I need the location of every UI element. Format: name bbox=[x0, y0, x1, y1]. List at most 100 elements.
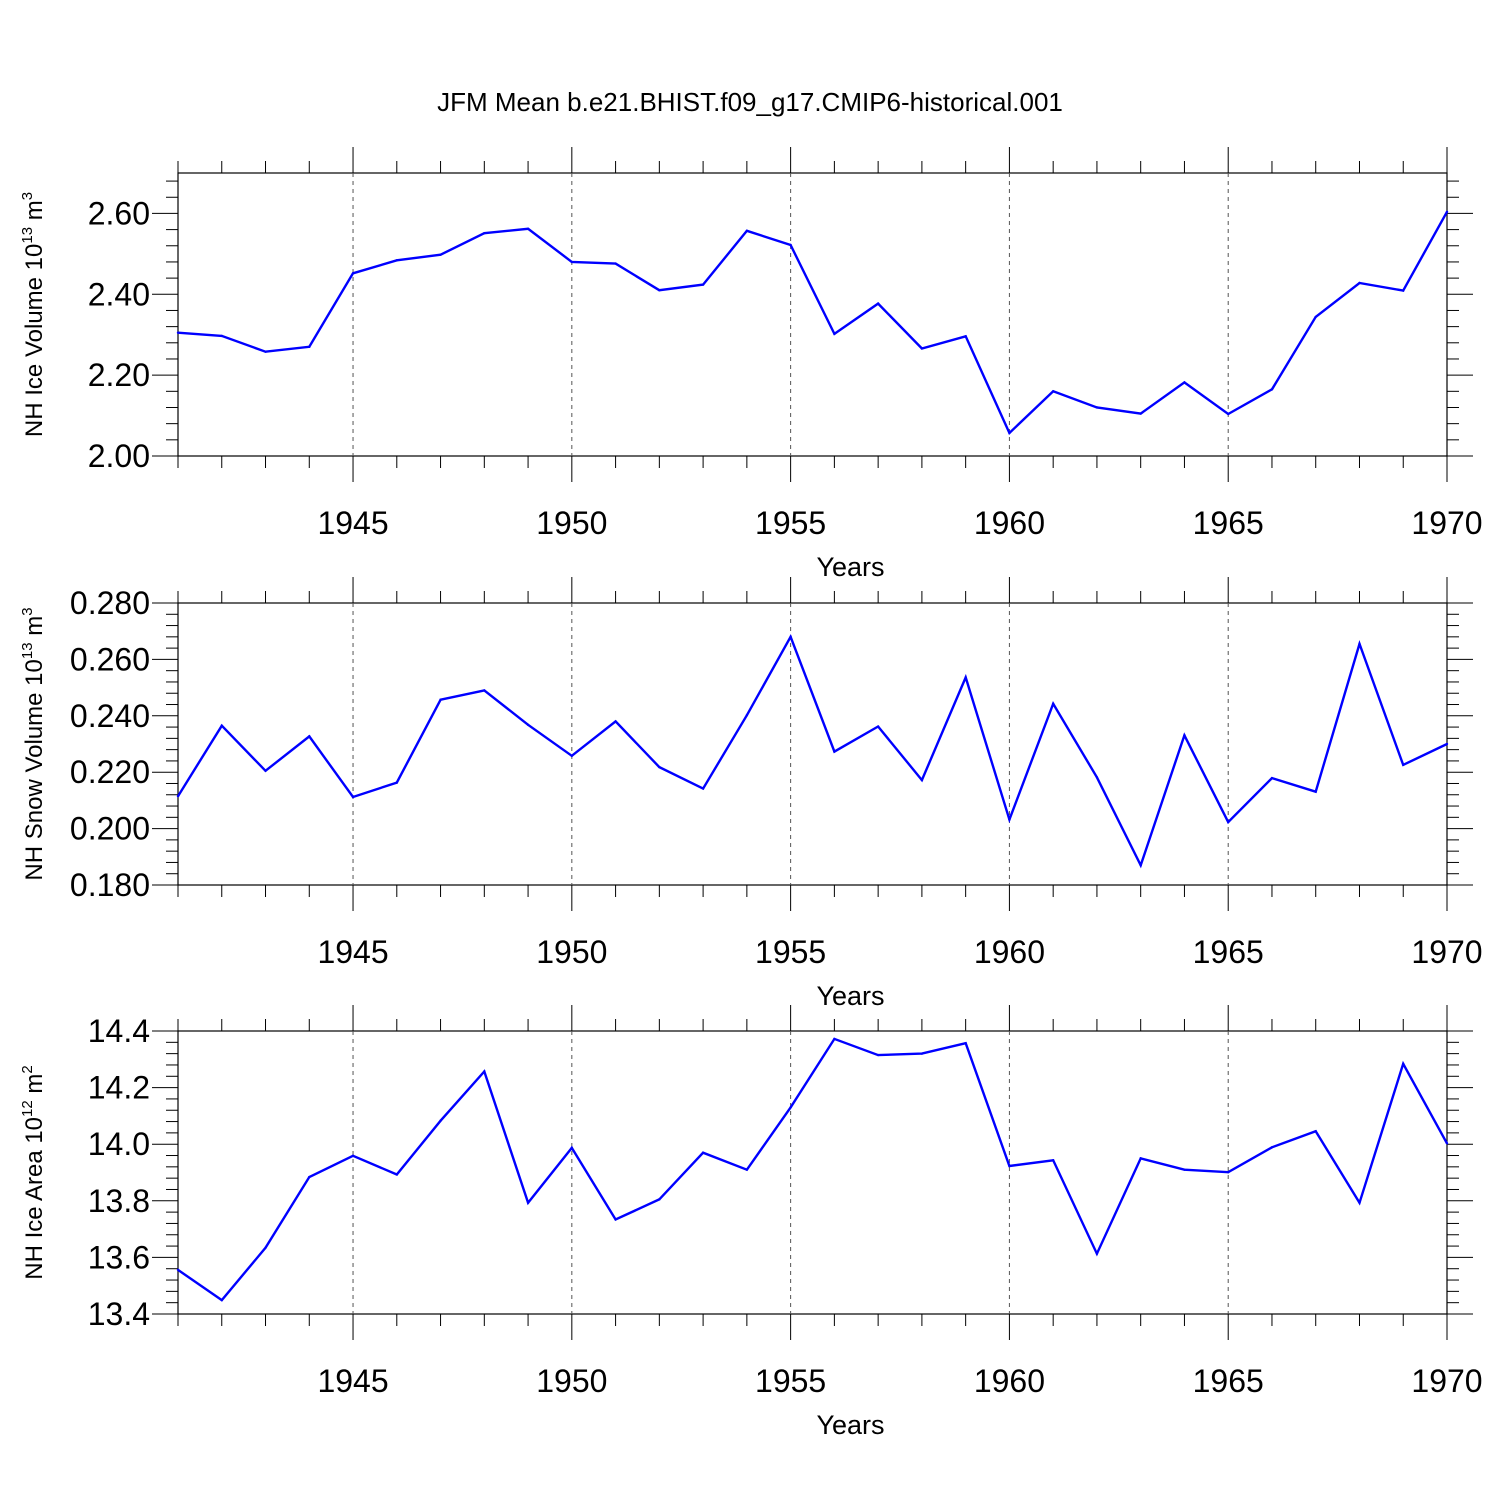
data-point bbox=[570, 260, 574, 264]
data-point bbox=[964, 335, 967, 338]
x-tick-label: 1955 bbox=[755, 934, 826, 970]
data-point bbox=[745, 229, 749, 233]
data-point bbox=[789, 243, 792, 247]
data-point bbox=[1183, 1168, 1186, 1171]
data-point bbox=[1270, 776, 1274, 780]
data-point bbox=[920, 347, 924, 350]
data-point bbox=[920, 778, 924, 782]
data-point bbox=[570, 1146, 574, 1150]
data-point bbox=[658, 1198, 661, 1201]
y-axis-label: NH Snow Volume 1013 m3 bbox=[19, 607, 48, 880]
y-tick-label: 0.240 bbox=[70, 698, 150, 734]
data-point bbox=[1314, 1129, 1317, 1133]
data-point bbox=[526, 723, 530, 727]
data-point bbox=[526, 227, 530, 230]
y-axis-label-text: NH Ice Area 10 bbox=[21, 1117, 48, 1280]
x-axis-label: Years bbox=[816, 1410, 884, 1440]
data-point bbox=[1095, 776, 1099, 779]
data-point bbox=[701, 1151, 705, 1154]
data-point bbox=[220, 724, 223, 727]
x-axis-label: Years bbox=[816, 981, 884, 1011]
data-point bbox=[395, 259, 398, 262]
data-point bbox=[1402, 1062, 1405, 1066]
x-tick-label: 1950 bbox=[536, 934, 607, 970]
x-tick-label: 1970 bbox=[1411, 1363, 1482, 1399]
x-tick-label: 1950 bbox=[536, 1363, 607, 1399]
data-point bbox=[220, 334, 223, 338]
data-point bbox=[308, 1175, 311, 1179]
y-tick-label: 2.20 bbox=[88, 357, 150, 393]
data-point bbox=[658, 289, 661, 292]
y-tick-label: 2.60 bbox=[88, 195, 150, 231]
data-point bbox=[439, 253, 442, 256]
y-axis-label-text: m bbox=[21, 200, 48, 227]
panels-container: 2.00 2.20 2.40 2.60 1945 1950 1955 1960 1965 1970… bbox=[19, 147, 1483, 1440]
data-point bbox=[789, 1106, 792, 1109]
x-tick-label: 1950 bbox=[536, 505, 607, 541]
data-point bbox=[220, 1298, 223, 1302]
data-point bbox=[1358, 281, 1361, 285]
data-point bbox=[833, 332, 836, 336]
data-point bbox=[395, 781, 398, 784]
data-point bbox=[308, 735, 311, 738]
series-line bbox=[176, 633, 1448, 869]
y-axis-label-text: m bbox=[21, 1074, 48, 1101]
data-point bbox=[1008, 818, 1011, 821]
data-point bbox=[1139, 412, 1142, 415]
data-point bbox=[876, 1053, 880, 1057]
data-point bbox=[1095, 406, 1099, 409]
data-point bbox=[1358, 642, 1361, 646]
data-point bbox=[1051, 702, 1055, 705]
chart-panel-3: 13.4 13.6 13.8 14.0 14.2 14.4 1945 1950 1955 1960… bbox=[19, 1005, 1483, 1440]
chart-panel-2: 0.180 0.200 0.220 0.240 0.260 0.280 1945 1950 19… bbox=[19, 577, 1483, 1011]
data-point bbox=[1445, 210, 1449, 214]
x-tick-label: 1965 bbox=[1193, 934, 1264, 970]
data-point bbox=[1008, 431, 1011, 435]
x-tick-label: 1945 bbox=[317, 1363, 388, 1399]
data-point bbox=[614, 1218, 617, 1221]
y-axis-label-exponent: 13 bbox=[19, 227, 36, 244]
plot-frame bbox=[177, 1030, 1448, 1315]
y-axis-label-exponent: 13 bbox=[19, 642, 36, 659]
data-point bbox=[1314, 315, 1317, 319]
data-point bbox=[176, 1268, 180, 1272]
data-point bbox=[526, 1201, 530, 1204]
data-point bbox=[658, 765, 661, 769]
x-tick-label: 1960 bbox=[974, 934, 1045, 970]
plot-frame bbox=[177, 172, 1448, 457]
y-tick-label: 13.8 bbox=[88, 1183, 150, 1219]
data-point bbox=[1183, 381, 1186, 384]
data-point bbox=[1183, 734, 1186, 737]
y-tick-label: 14.4 bbox=[88, 1013, 150, 1049]
data-point bbox=[1445, 1142, 1449, 1145]
x-tick-label: 1945 bbox=[317, 934, 388, 970]
x-tick-label: 1955 bbox=[755, 505, 826, 541]
data-point bbox=[351, 795, 355, 799]
data-point bbox=[570, 754, 574, 758]
data-point bbox=[1139, 1157, 1142, 1160]
data-point bbox=[395, 1173, 398, 1176]
data-point bbox=[176, 331, 180, 334]
data-point bbox=[483, 1070, 486, 1073]
data-point bbox=[964, 676, 967, 679]
y-tick-label: 2.00 bbox=[88, 438, 150, 474]
y-axis-label-exponent: 3 bbox=[19, 192, 36, 200]
data-point bbox=[439, 1119, 442, 1122]
x-tick-label: 1965 bbox=[1193, 505, 1264, 541]
data-point bbox=[351, 272, 355, 275]
data-point bbox=[1402, 763, 1405, 767]
data-point bbox=[1227, 412, 1230, 416]
data-point bbox=[1051, 1159, 1055, 1162]
data-point bbox=[1227, 1171, 1230, 1174]
data-point bbox=[264, 769, 267, 772]
data-point bbox=[351, 1154, 355, 1158]
chart-title: JFM Mean b.e21.BHIST.f09_g17.CMIP6-histo… bbox=[437, 87, 1063, 117]
data-point bbox=[614, 720, 617, 723]
y-axis-label-text: m bbox=[21, 616, 48, 643]
series-line bbox=[177, 211, 1449, 436]
y-tick-label: 14.0 bbox=[88, 1126, 150, 1162]
data-point bbox=[1314, 790, 1317, 793]
data-point bbox=[483, 232, 486, 235]
